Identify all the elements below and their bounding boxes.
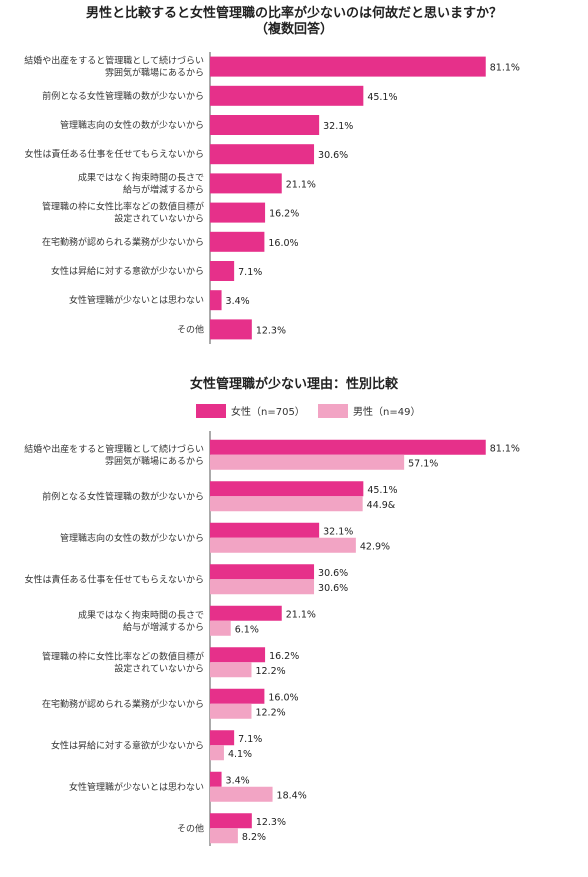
chart2-value-label: 7.1%	[238, 734, 262, 745]
chart1-category-label: 雰囲気が職場にあるから	[105, 67, 204, 79]
chart2-bar-male	[210, 786, 273, 802]
chart2-value-label: 3.4%	[226, 775, 250, 786]
chart1-value-label: 3.4%	[226, 296, 250, 307]
chart1-value-label: 81.1%	[490, 63, 520, 74]
chart2-title: 女性管理職が少ない理由：性別比較	[190, 376, 399, 392]
chart2-bar-female	[210, 813, 252, 829]
chart1-value-label: 16.0%	[268, 238, 298, 249]
legend-label: 女性（n=705）	[231, 405, 305, 418]
chart2-value-label: 42.9%	[360, 541, 390, 552]
chart1-value-label: 16.2%	[269, 209, 299, 220]
chart1-category-label: 女性は責任ある仕事を任せてもらえないから	[24, 148, 204, 160]
chart2-value-label: 81.1%	[490, 443, 520, 454]
chart1-bar	[210, 231, 265, 252]
chart1-bar	[210, 319, 252, 340]
chart2-bar-female	[210, 730, 235, 746]
chart1-bar	[210, 173, 282, 194]
chart1-category-label: 女性は昇給に対する意欲が少ないから	[51, 265, 204, 277]
chart2-bar-female	[210, 771, 222, 787]
chart2-category-label: 女性は責任ある仕事を任せてもらえないから	[24, 573, 204, 585]
chart2-bar-female	[210, 439, 486, 455]
legend-swatch	[318, 404, 348, 418]
chart2-value-label: 4.1%	[228, 749, 252, 760]
chart1-value-label: 32.1%	[323, 121, 353, 132]
chart2-bar-female	[210, 647, 266, 663]
chart2-bar-male	[210, 662, 252, 678]
legend-swatch	[196, 404, 226, 418]
chart2-category-label: 成果ではなく拘束時間の長さで	[78, 609, 204, 621]
chart2-value-label: 12.2%	[255, 666, 285, 677]
chart2-value-label: 12.2%	[255, 707, 285, 718]
chart2-bar-female	[210, 688, 265, 704]
chart2-category-label: 在宅勤務が認められる業務が少ないから	[42, 698, 204, 710]
chart2-category-label: 雰囲気が職場にあるから	[105, 455, 204, 467]
chart2-category-label: 女性管理職が少ないとは思わない	[69, 781, 204, 793]
chart2-plot: 81.1% 57.1% 結婚や出産をすると管理職として続けづらい雰囲気が職場にあるか…	[24, 431, 520, 846]
chart1-value-label: 45.1%	[367, 92, 397, 103]
chart2-bar-female	[210, 564, 315, 580]
chart2-value-label: 12.3%	[256, 817, 286, 828]
chart1-category-label: 女性管理職が少ないとは思わない	[69, 294, 204, 306]
chart2-value-label: 18.4%	[277, 790, 307, 801]
chart2-value-label: 57.1%	[408, 458, 438, 469]
chart1-category-label: 前例となる女性管理職の数が少ないから	[42, 90, 204, 102]
chart2-category-label: 管理職志向の女性の数が少ないから	[60, 532, 204, 544]
chart2-value-label: 30.6%	[318, 568, 348, 579]
chart2-bar-male	[210, 496, 363, 512]
chart2-bar-male	[210, 745, 224, 761]
chart1-value-label: 30.6%	[318, 150, 348, 161]
chart2-category-label: 管理職の枠に女性比率などの数値目標が	[42, 650, 204, 662]
chart1-bar	[210, 85, 364, 106]
chart2-bar-female	[210, 605, 282, 621]
chart2-value-label: 32.1%	[323, 526, 353, 537]
chart1-bar	[210, 290, 222, 311]
legend-label: 男性（n=49）	[353, 405, 420, 418]
chart1-category-label: 給与が増減するから	[123, 183, 204, 195]
chart1-category-label: 在宅勤務が認められる業務が少ないから	[42, 236, 204, 248]
chart1-category-label: その他	[177, 323, 204, 335]
chart1-bar	[210, 202, 266, 223]
chart2-bar-male	[210, 454, 405, 470]
chart2-bar-male	[210, 620, 231, 636]
chart2-bar-female	[210, 481, 364, 497]
chart1-category-label: 管理職志向の女性の数が少ないから	[60, 119, 204, 131]
chart1-title: 男性と比較すると女性管理職の比率が少ないのは何故だと思いますか？	[86, 5, 502, 21]
chart1-bar	[210, 144, 315, 165]
chart1-bar	[210, 261, 235, 281]
chart1-value-label: 7.1%	[238, 267, 262, 278]
chart1-category-label: 管理職の枠に女性比率などの数値目標が	[42, 201, 204, 213]
chart2-category-label: 設定されていないから	[114, 662, 204, 674]
chart1-bar	[210, 56, 486, 77]
chart2-value-label: 30.6%	[318, 583, 348, 594]
chart2-bar-male	[210, 579, 315, 595]
chart1-value-label: 21.1%	[286, 179, 316, 190]
chart2-bar-female	[210, 522, 320, 538]
chart1-category-label: 成果ではなく拘束時間の長さで	[78, 171, 204, 183]
chart2-category-label: その他	[177, 822, 204, 834]
chart2-bar-male	[210, 703, 252, 719]
chart2-category-label: 前例となる女性管理職の数が少ないから	[42, 490, 204, 502]
chart2-value-label: 6.1%	[235, 624, 259, 635]
chart2-value-label: 16.0%	[268, 692, 298, 703]
chart2-value-label: 21.1%	[286, 609, 316, 620]
chart2-value-label: 44.9&	[367, 500, 396, 511]
chart2-bar-male	[210, 828, 238, 844]
chart1-category-label: 設定されていないから	[114, 213, 204, 225]
chart1-value-label: 12.3%	[256, 325, 286, 336]
chart1-category-label: 結婚や出産をすると管理職として続けづらい	[24, 55, 204, 67]
chart1-bar	[210, 115, 320, 135]
chart2-bar-male	[210, 537, 356, 553]
chart2-category-label: 給与が増減するから	[123, 621, 204, 633]
chart2-value-label: 8.2%	[242, 832, 266, 843]
chart1-subtitle: （複数回答）	[255, 21, 333, 37]
chart2-category-label: 結婚や出産をすると管理職として続けづらい	[24, 443, 204, 455]
chart2-value-label: 45.1%	[367, 485, 397, 496]
chart2-legend: 女性（n=705） 男性（n=49）	[196, 404, 420, 418]
chart2-value-label: 16.2%	[269, 651, 299, 662]
chart2-category-label: 女性は昇給に対する意欲が少ないから	[51, 739, 204, 751]
